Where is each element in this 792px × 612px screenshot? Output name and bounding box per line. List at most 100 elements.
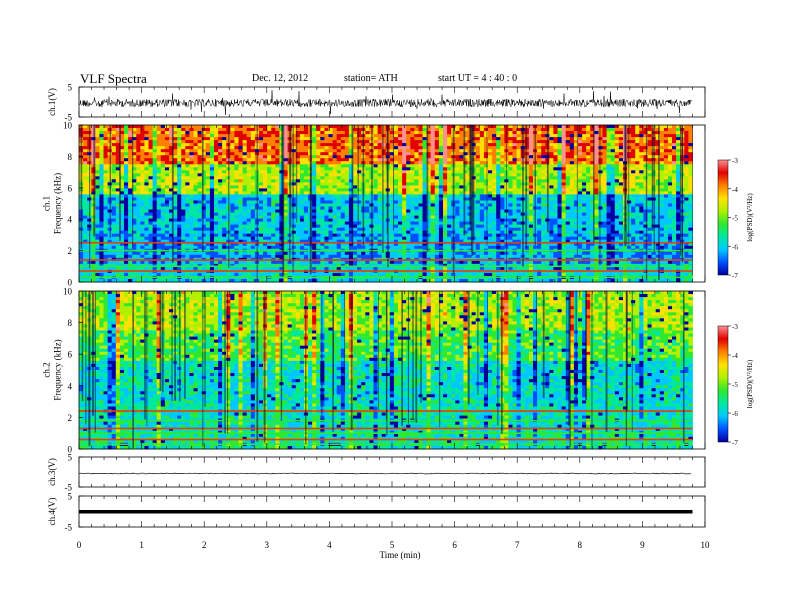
sferic-streak — [525, 125, 528, 249]
sferic-streak — [132, 125, 134, 248]
narrowband-line — [79, 419, 693, 422]
y-axis-label-line: ch.4(V) — [47, 498, 57, 526]
x-tick-label: 4 — [327, 540, 332, 550]
sferic-streak — [386, 125, 388, 235]
sferic-streak — [344, 291, 346, 393]
sferic-streak — [289, 125, 291, 263]
sferic-streak — [593, 125, 595, 243]
sferic-streak — [88, 291, 90, 433]
y-tick-label: 0 — [68, 445, 73, 455]
sferic-streak — [497, 291, 499, 426]
sferic-streak — [263, 291, 266, 443]
sferic-streak — [171, 125, 174, 263]
sferic-streak — [350, 291, 353, 431]
narrowband-line — [79, 427, 693, 430]
sferic-streak — [653, 125, 655, 252]
colorbar-tick-label: -5 — [732, 215, 738, 223]
sferic-streak — [162, 291, 164, 393]
x-axis-label: Time (min) — [380, 550, 421, 560]
colorbar-tick-label: -3 — [732, 323, 738, 331]
sferic-streak — [522, 125, 524, 267]
y-tick-label: 4 — [68, 381, 73, 391]
y-tick-label: -5 — [65, 523, 73, 533]
y-axis-label: ch.3(V) — [47, 458, 57, 486]
sferic-streak — [470, 125, 472, 252]
colorbar-tick-label: -7 — [732, 439, 738, 447]
sferic-streak — [132, 291, 135, 449]
sferic-streak — [452, 125, 455, 274]
y-tick-label: 8 — [68, 318, 73, 328]
sferic-streak — [591, 291, 593, 449]
sferic-streak — [439, 291, 441, 428]
x-tick-label: 6 — [452, 540, 457, 550]
sferic-streak — [412, 291, 414, 419]
sferic-streak — [426, 125, 429, 252]
x-tick-label: 3 — [265, 540, 270, 550]
y-tick-label: 5 — [68, 83, 73, 93]
sferic-streak — [658, 125, 660, 281]
spectrogram-image — [79, 291, 693, 450]
sferic-streak — [585, 291, 587, 400]
x-tick-label: 9 — [640, 540, 645, 550]
y-tick-label: 4 — [68, 215, 73, 225]
sferic-streak — [420, 291, 422, 403]
colorbar-label: log(PSD)(V²/Hz) — [746, 359, 754, 408]
x-tick-label: 7 — [515, 540, 520, 550]
narrowband-line — [79, 276, 693, 279]
y-tick-label: 5 — [68, 492, 73, 502]
sferic-streak — [256, 291, 259, 442]
colorbar-tick-label: -7 — [732, 272, 738, 280]
narrowband-line — [79, 438, 693, 441]
sferic-streak — [321, 291, 323, 418]
y-tick-label: 5 — [68, 453, 73, 463]
sferic-streak — [546, 125, 549, 233]
sferic-streak — [486, 125, 488, 246]
sferic-streak — [569, 291, 571, 448]
y-axis-label: ch.1 Frequency (kHz) — [42, 173, 63, 234]
colorbar-tick-label: -3 — [732, 157, 738, 165]
colorbar-tick-label: -4 — [732, 352, 738, 360]
sferic-streak — [109, 125, 111, 239]
y-axis-label: ch.1(V) — [47, 88, 57, 116]
waveform-line — [78, 472, 692, 475]
sferic-streak — [91, 291, 94, 416]
sferic-streak — [184, 291, 186, 399]
sferic-streak — [467, 291, 470, 405]
sferic-streak — [471, 125, 474, 256]
sferic-streak — [645, 125, 648, 281]
sferic-streak — [332, 291, 334, 396]
sferic-streak — [159, 291, 162, 392]
waveform-line — [78, 90, 693, 115]
colorbar-tick-label: -4 — [732, 186, 738, 194]
sferic-streak — [201, 125, 204, 252]
sferic-streak — [624, 125, 626, 247]
y-axis-label-line: Frequency (kHz) — [53, 339, 63, 400]
sferic-streak — [680, 125, 682, 256]
sferic-streak — [290, 125, 292, 228]
sferic-streak — [256, 125, 258, 281]
sferic-streak — [534, 125, 536, 246]
x-tick-label: 1 — [139, 540, 144, 550]
sferic-streak — [80, 125, 83, 249]
sferic-streak — [566, 291, 568, 390]
sferic-streak — [575, 291, 577, 404]
sferic-streak — [362, 125, 365, 246]
sferic-streak — [535, 291, 538, 391]
sferic-streak — [85, 291, 87, 425]
y-axis-label-line: ch.2 — [42, 362, 52, 377]
y-axis-label-line: ch.1(V) — [47, 88, 57, 116]
sferic-streak — [282, 125, 285, 277]
start-time-label: start UT = 4 : 40 : 0 — [438, 73, 518, 84]
sferic-streak — [171, 291, 173, 402]
sferic-streak — [626, 291, 628, 411]
y-axis-label-line: ch.1 — [42, 196, 52, 211]
colorbar-tick-label: -5 — [732, 381, 738, 389]
y-tick-label: 6 — [68, 350, 73, 360]
sferic-streak — [227, 291, 229, 434]
narrowband-line — [79, 270, 693, 272]
sferic-streak — [202, 291, 204, 447]
y-tick-label: 10 — [63, 287, 73, 297]
y-tick-label: 8 — [68, 152, 73, 162]
sferic-streak — [292, 125, 294, 273]
sferic-streak — [296, 125, 298, 223]
